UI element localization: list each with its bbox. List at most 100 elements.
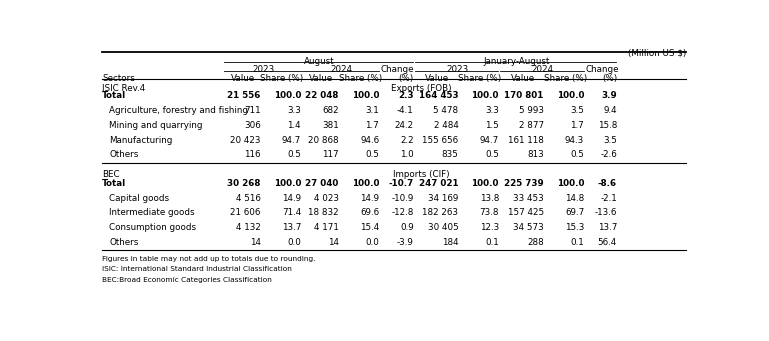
Text: 306: 306: [244, 121, 261, 130]
Text: 71.4: 71.4: [282, 208, 301, 217]
Text: 100.0: 100.0: [471, 91, 499, 101]
Text: 20 868: 20 868: [308, 136, 338, 145]
Text: (%): (%): [398, 74, 414, 83]
Text: 2024: 2024: [331, 65, 352, 74]
Text: 13.7: 13.7: [281, 223, 301, 232]
Text: ISIC: International Standard Industrial Classification: ISIC: International Standard Industrial …: [102, 266, 292, 272]
Text: 69.7: 69.7: [565, 208, 584, 217]
Text: Capital goods: Capital goods: [109, 194, 169, 203]
Text: 0.5: 0.5: [365, 150, 379, 159]
Text: Value: Value: [511, 74, 534, 83]
Text: Consumption goods: Consumption goods: [109, 223, 196, 232]
Text: 711: 711: [244, 106, 261, 115]
Text: Value: Value: [309, 74, 333, 83]
Text: 22 048: 22 048: [305, 91, 338, 101]
Text: 0.5: 0.5: [288, 150, 301, 159]
Text: Change: Change: [381, 65, 414, 74]
Text: 2023: 2023: [447, 65, 469, 74]
Text: Exports (FOB): Exports (FOB): [391, 84, 451, 93]
Text: 30 405: 30 405: [428, 223, 458, 232]
Text: 1.5: 1.5: [485, 121, 499, 130]
Text: 5 993: 5 993: [519, 106, 544, 115]
Text: Share (%): Share (%): [261, 74, 304, 83]
Text: 34 573: 34 573: [513, 223, 544, 232]
Text: 835: 835: [441, 150, 458, 159]
Text: 56.4: 56.4: [598, 238, 617, 247]
Text: 14.8: 14.8: [565, 194, 584, 203]
Text: 15.3: 15.3: [565, 223, 584, 232]
Text: Share (%): Share (%): [544, 74, 587, 83]
Text: Share (%): Share (%): [338, 74, 381, 83]
Text: 12.3: 12.3: [480, 223, 499, 232]
Text: Manufacturing: Manufacturing: [109, 136, 172, 145]
Text: 4 516: 4 516: [236, 194, 261, 203]
Text: 3.3: 3.3: [288, 106, 301, 115]
Text: 13.7: 13.7: [598, 223, 617, 232]
Text: 157 425: 157 425: [508, 208, 544, 217]
Text: Total: Total: [102, 179, 126, 188]
Text: 2 877: 2 877: [518, 121, 544, 130]
Text: 1.4: 1.4: [288, 121, 301, 130]
Text: Value: Value: [231, 74, 255, 83]
Text: 288: 288: [527, 238, 544, 247]
Text: 100.0: 100.0: [351, 91, 379, 101]
Text: 14: 14: [250, 238, 261, 247]
Text: -12.8: -12.8: [391, 208, 414, 217]
Text: Intermediate goods: Intermediate goods: [109, 208, 195, 217]
Text: Value: Value: [425, 74, 449, 83]
Text: 14.9: 14.9: [282, 194, 301, 203]
Text: 1.0: 1.0: [400, 150, 414, 159]
Text: -2.6: -2.6: [601, 150, 617, 159]
Text: 2023: 2023: [252, 65, 275, 74]
Text: 100.0: 100.0: [471, 179, 499, 188]
Text: 20 423: 20 423: [230, 136, 261, 145]
Text: 182 263: 182 263: [422, 208, 458, 217]
Text: 94.7: 94.7: [282, 136, 301, 145]
Text: -10.7: -10.7: [388, 179, 414, 188]
Text: 3.9: 3.9: [601, 91, 617, 101]
Text: 0.1: 0.1: [485, 238, 499, 247]
Text: January-August: January-August: [484, 57, 550, 66]
Text: 13.8: 13.8: [480, 194, 499, 203]
Text: 247 021: 247 021: [419, 179, 458, 188]
Text: 3.3: 3.3: [485, 106, 499, 115]
Text: -8.6: -8.6: [598, 179, 617, 188]
Text: 225 739: 225 739: [504, 179, 544, 188]
Text: 164 453: 164 453: [419, 91, 458, 101]
Text: August: August: [305, 57, 335, 66]
Text: 21 556: 21 556: [227, 91, 261, 101]
Text: 170 801: 170 801: [504, 91, 544, 101]
Text: 5 478: 5 478: [434, 106, 458, 115]
Text: 34 169: 34 169: [428, 194, 458, 203]
Text: 1.7: 1.7: [571, 121, 584, 130]
Text: 2 484: 2 484: [434, 121, 458, 130]
Text: 161 118: 161 118: [508, 136, 544, 145]
Text: 1.7: 1.7: [365, 121, 379, 130]
Text: BEC:Broad Economic Categories Classification: BEC:Broad Economic Categories Classifica…: [102, 277, 272, 283]
Text: 4 023: 4 023: [314, 194, 338, 203]
Text: 30 268: 30 268: [227, 179, 261, 188]
Text: Total: Total: [102, 91, 126, 101]
Text: Change: Change: [585, 65, 618, 74]
Text: 69.6: 69.6: [360, 208, 379, 217]
Text: (%): (%): [602, 74, 617, 83]
Text: Imports (CIF): Imports (CIF): [393, 170, 450, 179]
Text: 21 606: 21 606: [230, 208, 261, 217]
Text: 0.0: 0.0: [288, 238, 301, 247]
Text: 0.9: 0.9: [400, 223, 414, 232]
Text: -3.9: -3.9: [397, 238, 414, 247]
Text: 3.5: 3.5: [603, 136, 617, 145]
Text: ISIC Rev.4: ISIC Rev.4: [102, 84, 145, 93]
Text: 0.1: 0.1: [571, 238, 584, 247]
Text: Figures in table may not add up to totals due to rounding.: Figures in table may not add up to total…: [102, 256, 315, 262]
Text: BEC: BEC: [102, 170, 120, 179]
Text: 2024: 2024: [531, 65, 554, 74]
Text: 100.0: 100.0: [351, 179, 379, 188]
Text: 184: 184: [442, 238, 458, 247]
Text: 682: 682: [322, 106, 338, 115]
Text: 155 656: 155 656: [422, 136, 458, 145]
Text: 100.0: 100.0: [557, 179, 584, 188]
Text: 116: 116: [244, 150, 261, 159]
Text: 73.8: 73.8: [480, 208, 499, 217]
Text: 14.9: 14.9: [360, 194, 379, 203]
